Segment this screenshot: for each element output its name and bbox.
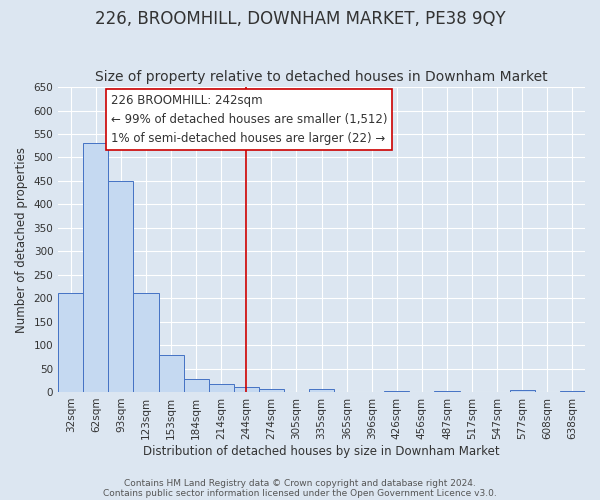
- Bar: [83, 144, 109, 392]
- Bar: [309, 389, 334, 392]
- Text: Contains public sector information licensed under the Open Government Licence v3: Contains public sector information licen…: [103, 488, 497, 498]
- Bar: [434, 390, 460, 392]
- Bar: [184, 380, 209, 392]
- Bar: [259, 388, 284, 392]
- Bar: [560, 390, 585, 392]
- Title: Size of property relative to detached houses in Downham Market: Size of property relative to detached ho…: [95, 70, 548, 85]
- Bar: [510, 390, 535, 392]
- Bar: [209, 384, 234, 392]
- Bar: [158, 356, 184, 392]
- Y-axis label: Number of detached properties: Number of detached properties: [15, 146, 28, 332]
- X-axis label: Distribution of detached houses by size in Downham Market: Distribution of detached houses by size …: [143, 444, 500, 458]
- Text: 226, BROOMHILL, DOWNHAM MARKET, PE38 9QY: 226, BROOMHILL, DOWNHAM MARKET, PE38 9QY: [95, 10, 505, 28]
- Bar: [133, 292, 158, 392]
- Bar: [109, 181, 133, 392]
- Bar: [234, 388, 259, 392]
- Bar: [58, 294, 83, 392]
- Bar: [385, 391, 409, 392]
- Text: 226 BROOMHILL: 242sqm
← 99% of detached houses are smaller (1,512)
1% of semi-de: 226 BROOMHILL: 242sqm ← 99% of detached …: [111, 94, 388, 145]
- Text: Contains HM Land Registry data © Crown copyright and database right 2024.: Contains HM Land Registry data © Crown c…: [124, 478, 476, 488]
